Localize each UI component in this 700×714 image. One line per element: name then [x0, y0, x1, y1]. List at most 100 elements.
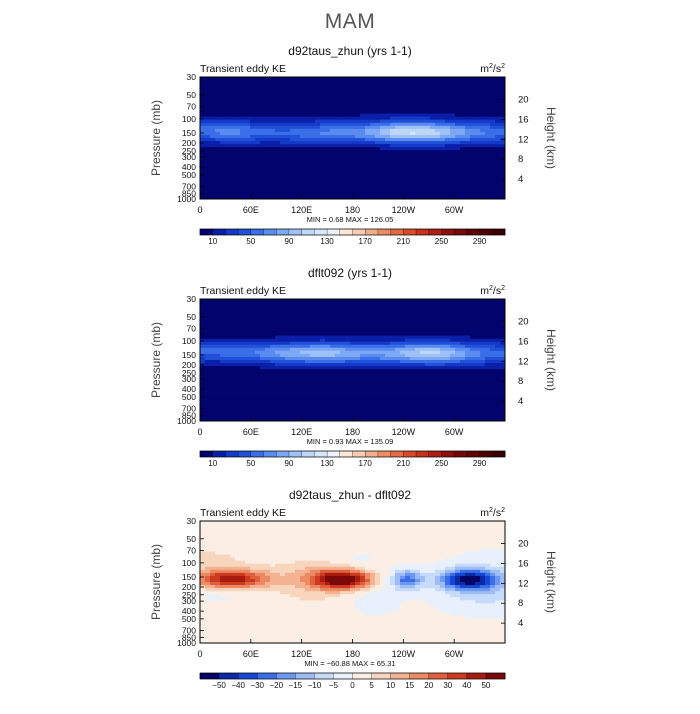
field-cell [385, 360, 390, 363]
field-cell [430, 412, 435, 415]
field-cell [455, 394, 460, 397]
field-cell [385, 156, 390, 159]
field-cell [345, 381, 350, 384]
field-cell [415, 366, 420, 369]
field-cell [395, 132, 400, 135]
field-cell [490, 394, 495, 397]
field-cell [225, 351, 230, 354]
field-cell [460, 366, 465, 369]
field-cell [430, 132, 435, 135]
field-cell [340, 126, 345, 129]
field-cell [240, 135, 245, 138]
field-cell [250, 397, 255, 400]
chart-subtitle: Transient eddy KE [200, 285, 286, 297]
field-cell [490, 132, 495, 135]
field-cell [435, 308, 440, 311]
field-cell [410, 178, 415, 181]
field-cell [360, 153, 365, 156]
field-cell [410, 187, 415, 190]
field-cell [230, 326, 235, 329]
field-cell [240, 126, 245, 129]
field-cell [335, 138, 340, 141]
field-cell [290, 326, 295, 329]
field-cell [400, 108, 405, 111]
field-cell [275, 412, 280, 415]
field-cell [225, 172, 230, 175]
field-cell [335, 391, 340, 394]
field-cell [345, 83, 350, 86]
field-cell [280, 409, 285, 412]
field-cell [260, 397, 265, 400]
field-cell [365, 378, 370, 381]
field-cell [250, 144, 255, 147]
field-cell [495, 302, 500, 305]
field-cell [375, 326, 380, 329]
field-cell [445, 89, 450, 92]
field-cell [490, 150, 495, 153]
field-cell [260, 406, 265, 409]
field-cell [435, 187, 440, 190]
field-cell [365, 132, 370, 135]
field-cell [465, 153, 470, 156]
field-cell [405, 98, 410, 101]
field-cell [395, 375, 400, 378]
field-cell [405, 336, 410, 339]
field-cell [270, 302, 275, 305]
field-cell [305, 363, 310, 366]
field-cell [340, 345, 345, 348]
field-cell [300, 326, 305, 329]
field-cell [400, 193, 405, 196]
field-cell [370, 345, 375, 348]
field-cell [355, 108, 360, 111]
field-cell [255, 387, 260, 390]
field-cell [420, 345, 425, 348]
field-cell [450, 77, 455, 80]
field-cell [405, 397, 410, 400]
field-cell [335, 403, 340, 406]
field-cell [310, 348, 315, 351]
field-cell [430, 162, 435, 165]
field-cell [350, 114, 355, 117]
field-cell [340, 169, 345, 172]
field-cell [265, 172, 270, 175]
field-cell [240, 178, 245, 181]
field-cell [395, 369, 400, 372]
field-cell [445, 150, 450, 153]
field-cell [285, 89, 290, 92]
field-cell [260, 126, 265, 129]
field-cell [410, 117, 415, 120]
field-cell [405, 345, 410, 348]
field-cell [490, 314, 495, 317]
field-cell [270, 95, 275, 98]
field-cell [435, 299, 440, 302]
field-cell [310, 184, 315, 187]
field-cell [225, 360, 230, 363]
field-cell [270, 397, 275, 400]
field-cell [425, 378, 430, 381]
field-cell [290, 320, 295, 323]
field-cell [330, 95, 335, 98]
field-cell [325, 302, 330, 305]
field-cell [310, 323, 315, 326]
field-cell [450, 384, 455, 387]
field-cell [400, 299, 405, 302]
field-cell [370, 104, 375, 107]
field-cell [370, 394, 375, 397]
field-cell [360, 126, 365, 129]
field-cell [495, 326, 500, 329]
field-cell [470, 302, 475, 305]
field-cell [210, 165, 215, 168]
field-cell [430, 360, 435, 363]
field-cell [425, 77, 430, 80]
field-cell [275, 415, 280, 418]
field-cell [275, 375, 280, 378]
field-cell [255, 138, 260, 141]
field-cell [350, 80, 355, 83]
field-cell [430, 190, 435, 193]
field-cell [350, 387, 355, 390]
field-cell [300, 320, 305, 323]
field-cell [440, 317, 445, 320]
field-cell [495, 117, 500, 120]
field-cell [455, 120, 460, 123]
field-cell [420, 77, 425, 80]
